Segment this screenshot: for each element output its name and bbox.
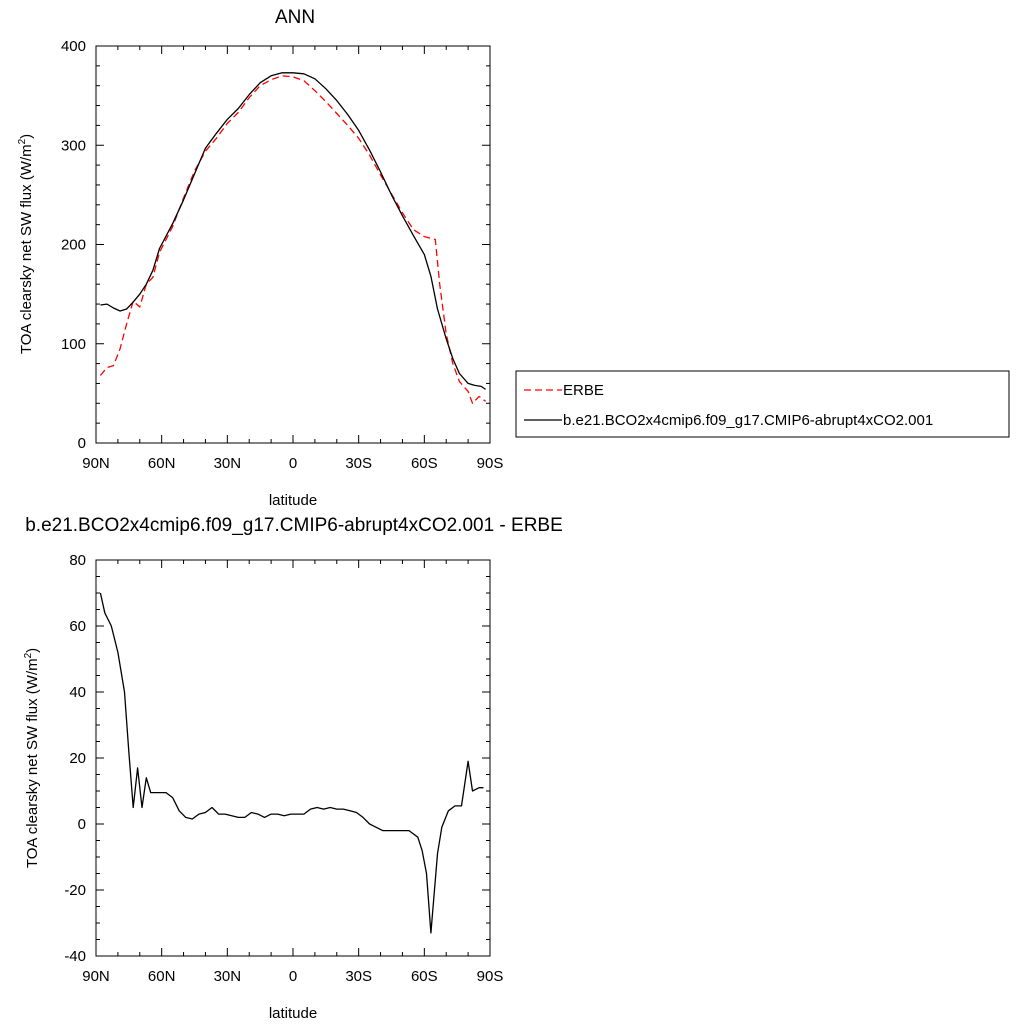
top-y-axis-label-main: TOA clearsky net SW flux (W/m — [18, 144, 35, 354]
top-xtick-label: 60S — [411, 455, 438, 472]
bottom-ytick-label: 0 — [78, 816, 86, 833]
bottom-y-axis-label-main: TOA clearsky net SW flux (W/m — [24, 658, 41, 868]
bottom-ytick-label: -20 — [64, 882, 86, 899]
bottom-ytick-label: 60 — [69, 618, 86, 635]
top-ticks: 90N 60N 30N 0 30S 60S 90S 0 100 200 300 400 — [61, 38, 503, 472]
top-ytick-label: 200 — [61, 237, 86, 254]
bottom-xtick-label: 60N — [148, 968, 176, 985]
top-xtick-label: 30N — [214, 455, 242, 472]
top-xtick-label: 90N — [82, 455, 110, 472]
bottom-y-axis-label-sup: 2 — [23, 652, 34, 658]
top-ytick-label: 300 — [61, 137, 86, 154]
top-plot-frame — [95, 45, 491, 444]
top-y-axis-label: TOA clearsky net SW flux (W/m2) — [17, 134, 35, 354]
top-series — [99, 72, 486, 404]
legend-label-erbe: ERBE — [563, 382, 604, 399]
bottom-series-line-model — [99, 592, 484, 934]
top-ytick-label: 0 — [78, 435, 86, 452]
bottom-panel: b.e21.BCO2x4cmip6.f09_g17.CMIP6-abrupt4x… — [23, 515, 563, 1022]
bottom-ytick-label: 40 — [69, 684, 86, 701]
bottom-y-axis-label-close: ) — [24, 648, 41, 653]
bottom-ytick-label: -40 — [64, 948, 86, 965]
top-xtick-label: 60N — [148, 455, 176, 472]
bottom-xtick-label: 90S — [477, 968, 504, 985]
top-xtick-label: 90S — [477, 455, 504, 472]
top-chart-title: ANN — [275, 7, 315, 28]
bottom-xtick-label: 30S — [345, 968, 372, 985]
top-xtick-label: 30S — [345, 455, 372, 472]
top-ytick-label: 400 — [61, 38, 86, 55]
bottom-xtick-label: 30N — [214, 968, 242, 985]
top-x-axis-label: latitude — [269, 492, 317, 509]
legend-label-model: b.e21.BCO2x4cmip6.f09_g17.CMIP6-abrupt4x… — [563, 412, 933, 429]
bottom-x-axis-label: latitude — [269, 1005, 317, 1022]
bottom-xtick-label: 0 — [289, 968, 297, 985]
top-ytick-label: 100 — [61, 336, 86, 353]
top-xtick-label: 0 — [289, 455, 297, 472]
bottom-xtick-label: 90N — [82, 968, 110, 985]
bottom-chart-title: b.e21.BCO2x4cmip6.f09_g17.CMIP6-abrupt4x… — [25, 515, 563, 536]
bottom-xtick-label: 60S — [411, 968, 438, 985]
top-series-line-model — [100, 72, 486, 390]
bottom-ytick-label: 80 — [69, 552, 86, 569]
bottom-y-axis-label: TOA clearsky net SW flux (W/m2) — [23, 648, 41, 868]
bottom-series — [99, 592, 484, 934]
bottom-plot-frame — [95, 559, 491, 957]
legend-box — [515, 370, 1010, 438]
bottom-ytick-label: 20 — [69, 750, 86, 767]
top-y-axis-label-sup: 2 — [17, 138, 28, 144]
bottom-ticks: 90N 60N 30N 0 30S 60S 90S -40 -20 0 20 40 60 80 — [64, 552, 503, 985]
top-series-line-erbe — [99, 75, 486, 404]
top-y-axis-label-close: ) — [18, 134, 35, 139]
top-panel: ANN 90N 60N 30N 0 30S 60S 90S 0 100 200 300 400 lat… — [17, 7, 503, 509]
legend: ERBE b.e21.BCO2x4cmip6.f09_g17.CMIP6-abr… — [515, 370, 1010, 438]
